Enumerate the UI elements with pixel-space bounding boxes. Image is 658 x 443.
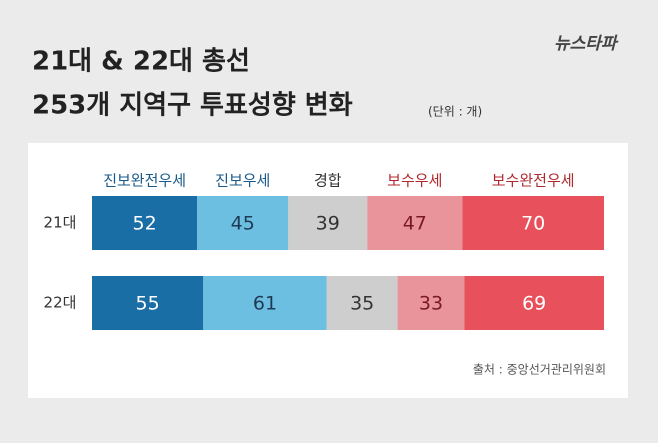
legend-label: 경합: [314, 172, 342, 190]
legend-label: 진보우세: [215, 172, 270, 190]
value-label: 55: [136, 293, 160, 315]
value-label: 70: [521, 213, 545, 235]
bar-segment: [462, 196, 604, 250]
bar-segment: [326, 276, 398, 330]
bar-segment: [197, 196, 289, 250]
bar-segment: [367, 196, 463, 250]
bar-segment: [288, 196, 368, 250]
value-label: 52: [133, 213, 157, 235]
row-label: 21대: [44, 214, 77, 232]
bar-segment: [92, 276, 204, 330]
source: 출처 : 중앙선거관리위원회: [473, 363, 606, 377]
row-label: 22대: [44, 294, 77, 312]
legend-label: 보수완전우세: [492, 172, 575, 190]
bar-segment: [464, 276, 604, 330]
value-label: 69: [522, 293, 546, 315]
bar-segment: [397, 276, 465, 330]
bar-segment: [92, 196, 198, 250]
value-label: 45: [231, 213, 255, 235]
value-label: 33: [419, 293, 443, 315]
bar-segment: [203, 276, 327, 330]
value-label: 61: [253, 293, 277, 315]
unit-note: (단위 : 개): [428, 105, 482, 119]
chart-title: 21대 & 22대 총선: [32, 47, 250, 77]
value-label: 47: [403, 213, 427, 235]
panel: [28, 143, 628, 398]
logo: 뉴스타파: [554, 34, 619, 54]
legend-label: 보수우세: [387, 172, 442, 190]
value-label: 39: [316, 213, 340, 235]
legend-label: 진보완전우세: [103, 172, 186, 190]
chart-subtitle: 253개 지역구 투표성향 변화: [32, 91, 353, 121]
value-label: 35: [350, 293, 374, 315]
